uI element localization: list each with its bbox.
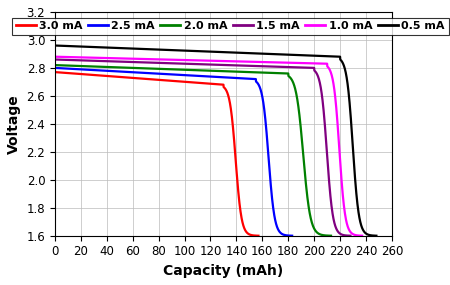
Legend: 3.0 mA, 2.5 mA, 2.0 mA, 1.5 mA, 1.0 mA, 0.5 mA: 3.0 mA, 2.5 mA, 2.0 mA, 1.5 mA, 1.0 mA, …: [12, 17, 449, 35]
X-axis label: Capacity (mAh): Capacity (mAh): [163, 264, 284, 278]
Y-axis label: Voltage: Voltage: [7, 94, 21, 154]
